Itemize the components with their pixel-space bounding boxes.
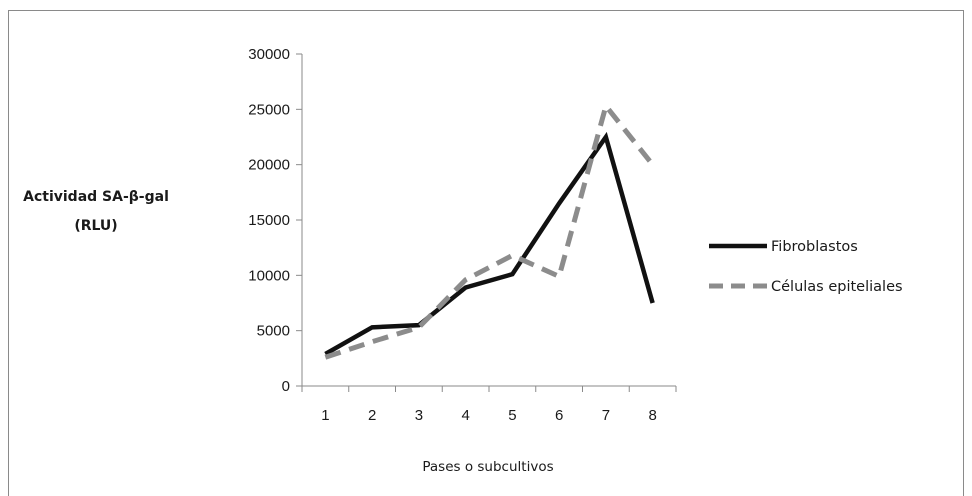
y-axis-label-line-1: Actividad SA-β-gal: [23, 189, 169, 205]
y-tick-label: 30000: [248, 46, 290, 63]
x-tick-label: 8: [648, 407, 656, 424]
x-tick-label: 5: [508, 407, 516, 424]
legend: Fibroblastos Células epiteliales: [709, 239, 903, 295]
legend-label-celulas-epiteliales: Células epiteliales: [771, 279, 903, 295]
x-tick-label: 1: [321, 407, 329, 424]
x-tick-labels: 1 2 3 4 5 6 7 8: [321, 407, 657, 424]
x-tick-label: 4: [461, 407, 469, 424]
y-tick-label: 20000: [248, 157, 290, 174]
x-tick-label: 2: [368, 407, 376, 424]
y-tick-label: 0: [282, 378, 290, 395]
x-axis-label: Pases o subcultivos: [422, 459, 553, 475]
y-axis-label-line-2: (RLU): [74, 218, 117, 234]
legend-label-fibroblastos: Fibroblastos: [771, 239, 858, 255]
y-tick-label: 25000: [248, 101, 290, 118]
legend-item-fibroblastos: Fibroblastos: [709, 239, 858, 255]
y-axis: [296, 53, 303, 387]
x-tick-label: 7: [602, 407, 610, 424]
x-axis: [301, 385, 677, 392]
y-tick-label: 15000: [248, 212, 290, 229]
y-tick-label: 5000: [257, 323, 290, 340]
series-lines: [324, 100, 655, 360]
y-tick-label: 10000: [248, 267, 290, 284]
chart-frame: [8, 10, 964, 496]
series-line-fibroblastos: [324, 131, 655, 356]
x-tick-label: 3: [415, 407, 423, 424]
y-tick-labels: 0 5000 10000 15000 20000 25000 30000: [248, 46, 290, 395]
legend-item-celulas-epiteliales: Células epiteliales: [709, 279, 903, 295]
series-line-celulas-epiteliales: [324, 100, 655, 360]
x-tick-label: 6: [555, 407, 563, 424]
